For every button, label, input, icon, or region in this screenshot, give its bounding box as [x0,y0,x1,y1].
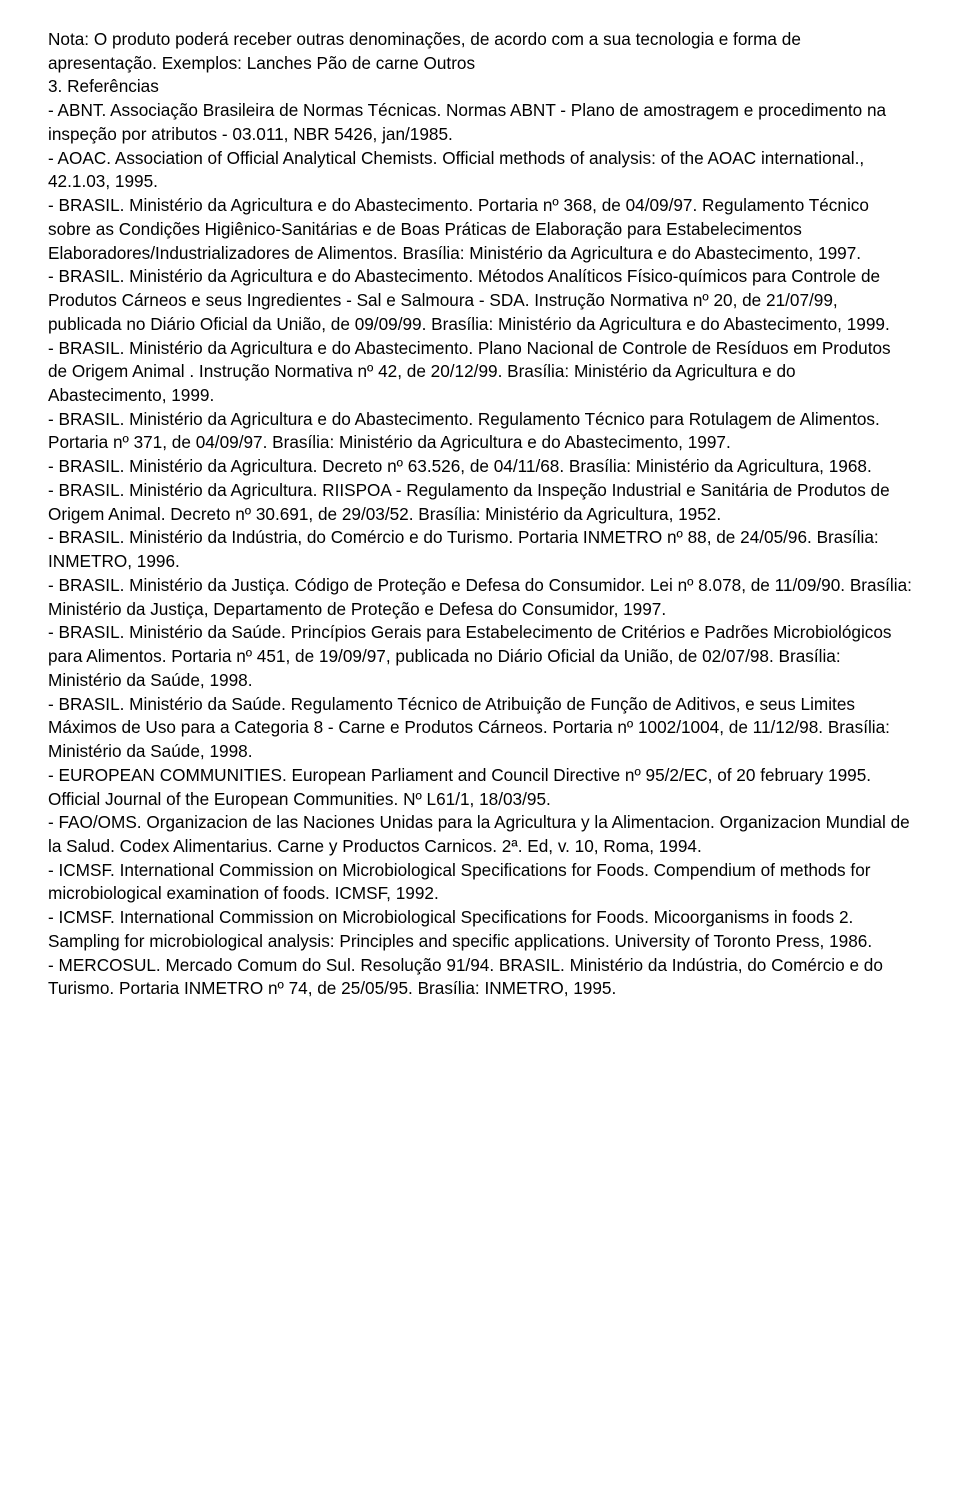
paragraph: Nota: O produto poderá receber outras de… [48,28,912,75]
section-heading: 3. Referências [48,75,912,99]
reference-item: - ABNT. Associação Brasileira de Normas … [48,99,912,146]
reference-item: - BRASIL. Ministério da Agricultura. Dec… [48,455,912,479]
reference-item: - BRASIL. Ministério da Agricultura e do… [48,265,912,336]
document-page: Nota: O produto poderá receber outras de… [0,0,960,1041]
reference-item: - BRASIL. Ministério da Agricultura. RII… [48,479,912,526]
reference-item: - AOAC. Association of Official Analytic… [48,147,912,194]
reference-item: - BRASIL. Ministério da Justiça. Código … [48,574,912,621]
reference-item: - BRASIL. Ministério da Saúde. Princípio… [48,621,912,692]
reference-item: - BRASIL. Ministério da Saúde. Regulamen… [48,693,912,764]
reference-item: - BRASIL. Ministério da Indústria, do Co… [48,526,912,573]
reference-item: - ICMSF. International Commission on Mic… [48,859,912,906]
reference-item: - BRASIL. Ministério da Agricultura e do… [48,194,912,265]
reference-item: - FAO/OMS. Organizacion de las Naciones … [48,811,912,858]
reference-item: - ICMSF. International Commission on Mic… [48,906,912,953]
reference-item: - BRASIL. Ministério da Agricultura e do… [48,337,912,408]
reference-item: - BRASIL. Ministério da Agricultura e do… [48,408,912,455]
reference-item: - EUROPEAN COMMUNITIES. European Parliam… [48,764,912,811]
reference-item: - MERCOSUL. Mercado Comum do Sul. Resolu… [48,954,912,1001]
